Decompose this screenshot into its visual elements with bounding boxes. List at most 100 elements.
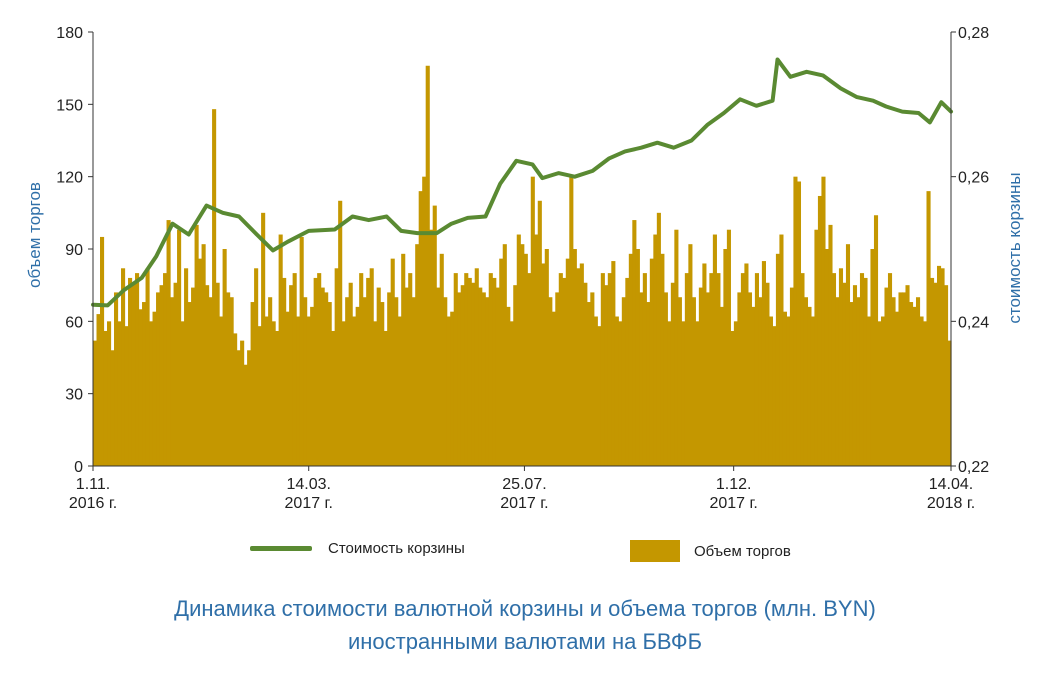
volume-bar xyxy=(296,316,301,466)
volume-bar xyxy=(702,263,707,466)
volume-bar xyxy=(362,297,367,466)
volume-bar xyxy=(579,263,584,466)
volume-bar xyxy=(611,261,616,466)
volume-bar xyxy=(268,297,273,466)
volume-bar xyxy=(334,268,339,466)
volume-bar xyxy=(229,297,234,466)
volume-bar xyxy=(849,302,854,466)
volume-bar xyxy=(404,287,409,466)
volume-bar xyxy=(485,297,490,466)
volume-bar xyxy=(828,224,833,466)
volume-bar xyxy=(912,306,917,466)
volume-bar xyxy=(845,244,851,466)
volume-bar xyxy=(887,273,893,466)
volume-bar xyxy=(131,282,136,466)
volume-bar xyxy=(345,297,350,466)
volume-bar xyxy=(520,244,525,466)
legend-line-swatch xyxy=(250,546,312,551)
volume-bar xyxy=(205,285,210,466)
volume-bar xyxy=(173,282,178,466)
volume-bar xyxy=(443,297,448,466)
volume-bar xyxy=(691,297,696,466)
volume-bar xyxy=(653,234,658,466)
volume-bar xyxy=(667,321,672,466)
volume-bar xyxy=(212,109,217,466)
volume-bar xyxy=(716,273,721,466)
volume-bar xyxy=(555,292,560,466)
volume-bar xyxy=(523,253,528,466)
volume-bar xyxy=(670,282,675,466)
volume-bar xyxy=(866,316,872,466)
volume-bar xyxy=(901,292,907,466)
volume-bar xyxy=(159,285,164,466)
volume-bar xyxy=(324,292,329,466)
volume-bar xyxy=(401,253,406,466)
volume-bar xyxy=(761,261,766,466)
volume-bar xyxy=(835,297,840,466)
volume-bar xyxy=(625,277,630,466)
volume-bar xyxy=(821,176,826,467)
volume-bar xyxy=(327,302,332,466)
volume-bar xyxy=(170,297,175,466)
volume-bar xyxy=(908,302,914,466)
volume-bar xyxy=(135,273,140,466)
volume-bar xyxy=(663,292,668,466)
volume-bar xyxy=(922,321,928,466)
volume-bar xyxy=(103,330,108,466)
volume-bar xyxy=(628,253,633,466)
volume-bar xyxy=(100,236,105,466)
volume-bar xyxy=(117,321,122,466)
volume-bar xyxy=(275,330,280,466)
volume-bar xyxy=(233,333,238,466)
volume-bar xyxy=(474,268,479,466)
volume-bar xyxy=(460,285,465,466)
volume-bar xyxy=(107,321,112,466)
legend-item-volume: Объем торгов xyxy=(630,540,791,562)
volume-bar xyxy=(313,277,318,466)
volume-bar xyxy=(541,263,546,466)
volume-bar xyxy=(453,273,458,466)
chart: 0 30 60 90 120 150 180 0,22 0,24 0,26 0,28 1.11. 2… xyxy=(25,25,1024,512)
volume-bar xyxy=(831,273,837,466)
volume-bar xyxy=(590,292,595,466)
volume-bar xyxy=(383,330,388,466)
volume-bar xyxy=(408,273,413,466)
basket-value-line xyxy=(91,57,953,308)
legend-label-volume: Объем торгов xyxy=(694,542,791,560)
volume-bar xyxy=(898,292,903,466)
volume-bar xyxy=(548,297,553,466)
caption-line-1: Динамика стоимости валютной корзины и об… xyxy=(174,596,876,621)
right-tick-label: 0,24 xyxy=(958,314,989,331)
volume-bar xyxy=(684,273,689,466)
volume-bar xyxy=(856,297,861,466)
volume-bar xyxy=(243,364,248,466)
volume-bar xyxy=(936,265,942,466)
volume-bar xyxy=(355,306,360,466)
volume-bar xyxy=(467,277,472,466)
volume-bar xyxy=(194,224,199,466)
volume-bar xyxy=(635,249,640,466)
volume-bar xyxy=(642,273,647,466)
right-tick-label: 0,22 xyxy=(958,459,989,476)
volume-bar xyxy=(376,287,381,466)
volume-bar xyxy=(299,236,304,466)
volume-bar xyxy=(891,297,896,466)
volume-bar xyxy=(191,287,196,466)
volume-bar xyxy=(429,229,434,466)
volume-bar xyxy=(471,282,476,466)
volume-bar xyxy=(499,258,504,466)
volume-bar xyxy=(110,350,115,466)
volume-bar xyxy=(145,268,150,466)
volume-bar xyxy=(709,273,714,466)
volume-bar xyxy=(495,287,500,466)
volume-bar xyxy=(187,302,192,466)
volume-bar xyxy=(646,302,651,466)
volume-bar xyxy=(240,340,245,466)
volume-bar xyxy=(250,302,255,466)
volume-bar xyxy=(810,316,816,466)
volume-bar xyxy=(649,258,654,466)
volume-bar xyxy=(425,65,430,466)
volume-bar xyxy=(730,330,735,466)
volume-bar xyxy=(310,306,315,466)
volume-bar xyxy=(565,258,570,466)
